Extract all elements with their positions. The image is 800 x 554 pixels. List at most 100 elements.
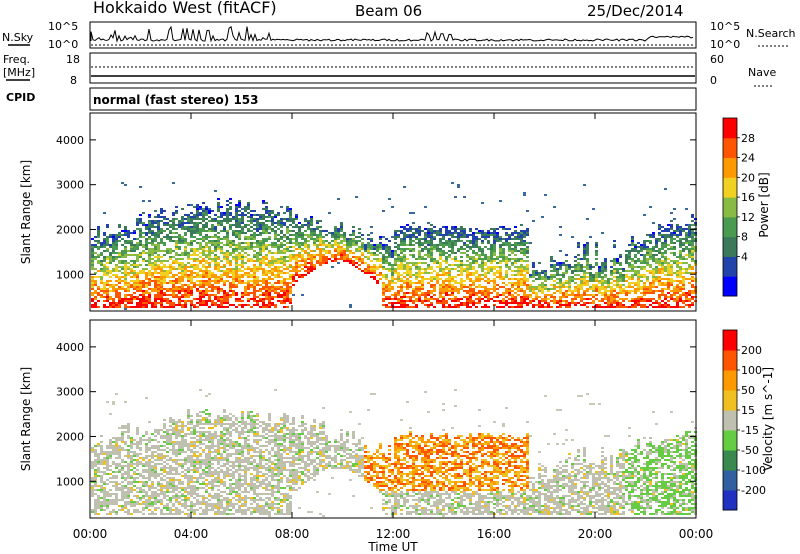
- heatmap-cell: [613, 268, 616, 270]
- heatmap-cell: [442, 286, 445, 288]
- heatmap-cell: [403, 234, 406, 236]
- heatmap-cell: [151, 276, 154, 278]
- heatmap-cell: [109, 284, 112, 286]
- heatmap-cell: [100, 280, 103, 282]
- heatmap-cell: [133, 266, 136, 268]
- heatmap-cell: [457, 304, 460, 306]
- heatmap-cell: [409, 236, 412, 238]
- heatmap-cell: [256, 234, 259, 236]
- heatmap-cell: [238, 274, 241, 276]
- heatmap-cell: [529, 288, 532, 290]
- heatmap-cell: [148, 280, 151, 282]
- heatmap-cell: [466, 296, 469, 298]
- heatmap-cell: [676, 274, 679, 276]
- heatmap-cell: [505, 304, 508, 306]
- heatmap-cell: [682, 284, 685, 286]
- heatmap-cell: [397, 280, 400, 282]
- heatmap-cell: [235, 266, 238, 268]
- heatmap-cell: [124, 270, 127, 272]
- heatmap-cell: [103, 290, 106, 292]
- heatmap-cell: [418, 300, 421, 302]
- heatmap-cell: [505, 276, 508, 278]
- heatmap-cell: [664, 304, 667, 306]
- heatmap-cell: [505, 270, 508, 272]
- heatmap-cell: [466, 276, 469, 278]
- heatmap-cell: [241, 294, 244, 296]
- heatmap-cell: [229, 208, 232, 210]
- heatmap-cell: [640, 280, 643, 282]
- heatmap-cell: [685, 298, 688, 300]
- heatmap-cell: [187, 222, 190, 224]
- heatmap-cell: [562, 276, 565, 278]
- heatmap-cell: [109, 296, 112, 298]
- heatmap-cell: [454, 264, 457, 266]
- heatmap-cell: [172, 302, 175, 304]
- heatmap-cell: [103, 246, 106, 248]
- heatmap-cell: [436, 234, 439, 236]
- heatmap-cell: [217, 238, 220, 240]
- heatmap-cell: [397, 268, 400, 270]
- heatmap-cell: [160, 210, 163, 212]
- heatmap-cell: [238, 222, 241, 224]
- heatmap-cell: [166, 236, 169, 238]
- heatmap-cell: [268, 216, 271, 218]
- heatmap-cell: [421, 230, 424, 232]
- heatmap-cell: [565, 266, 568, 268]
- heatmap-cell: [403, 300, 406, 302]
- heatmap-cell: [349, 238, 352, 240]
- heatmap-cell: [148, 288, 151, 290]
- heatmap-cell: [235, 214, 238, 216]
- heatmap-cell: [352, 264, 355, 266]
- heatmap-cell: [154, 260, 157, 262]
- heatmap-cell: [175, 288, 178, 290]
- heatmap-cell: [103, 238, 106, 240]
- heatmap-cell: [241, 212, 244, 214]
- heatmap-cell: [472, 236, 475, 238]
- heatmap-cell: [319, 264, 322, 266]
- heatmap-cell: [286, 288, 289, 290]
- heatmap-cell: [340, 230, 343, 232]
- heatmap-cell: [553, 274, 556, 276]
- heatmap-cell: [247, 212, 250, 214]
- heatmap-cell: [205, 290, 208, 292]
- heatmap-cell: [232, 248, 235, 250]
- heatmap-cell: [649, 236, 652, 238]
- heatmap-cell: [193, 272, 196, 274]
- heatmap-cell: [262, 298, 265, 300]
- heatmap-cell: [340, 240, 343, 242]
- heatmap-cell: [109, 280, 112, 282]
- heatmap-cell: [262, 248, 265, 250]
- heatmap-cell: [391, 252, 394, 254]
- heatmap-cell: [232, 218, 235, 220]
- heatmap-cell: [253, 260, 256, 262]
- heatmap-cell: [451, 234, 454, 236]
- heatmap-cell: [259, 306, 262, 308]
- heatmap-cell: [664, 244, 667, 246]
- heatmap-cell: [613, 272, 616, 274]
- heatmap-cell: [280, 272, 283, 274]
- heatmap-cell: [334, 254, 337, 256]
- heatmap-cell: [568, 304, 571, 306]
- heatmap-cell: [586, 266, 589, 268]
- heatmap-cell: [472, 294, 475, 296]
- heatmap-cell: [166, 306, 169, 308]
- heatmap-cell: [229, 282, 232, 284]
- heatmap-cell: [238, 236, 241, 238]
- heatmap-cell: [124, 278, 127, 280]
- heatmap-cell: [109, 306, 112, 308]
- heatmap-cell: [181, 236, 184, 238]
- heatmap-cell: [400, 240, 403, 242]
- heatmap-cell: [457, 298, 460, 300]
- heatmap-cell: [643, 286, 646, 288]
- heatmap-cell: [253, 234, 256, 236]
- heatmap-cell: [394, 260, 397, 262]
- heatmap-cell: [280, 294, 283, 296]
- heatmap-cell: [667, 258, 670, 260]
- heatmap-cell: [667, 306, 670, 308]
- heatmap-cell: [658, 306, 661, 308]
- heatmap-cell: [553, 280, 556, 282]
- heatmap-cell: [601, 294, 604, 296]
- heatmap-cell: [385, 298, 388, 300]
- heatmap-cell: [355, 248, 358, 250]
- heatmap-cell: [619, 276, 622, 278]
